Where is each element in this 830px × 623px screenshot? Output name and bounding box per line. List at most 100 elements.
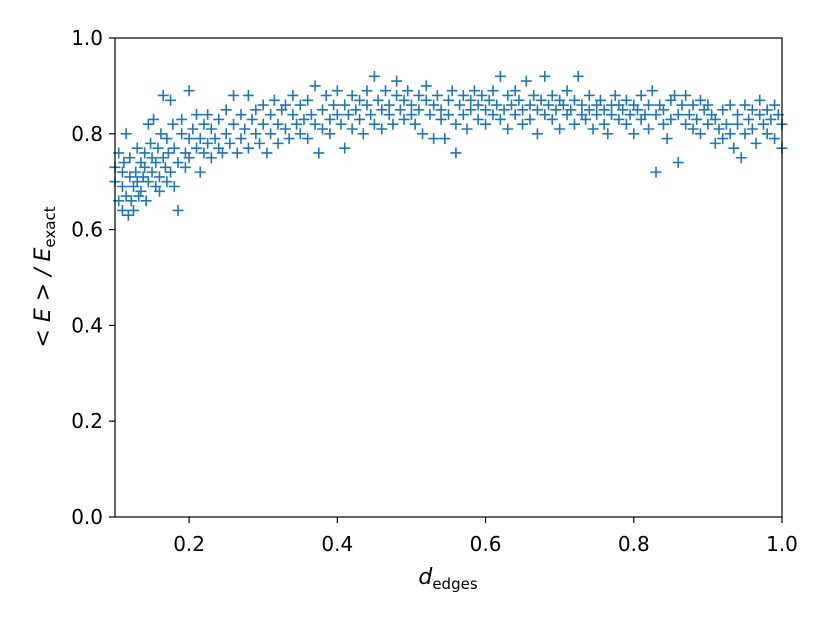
data-point [717,133,729,145]
data-point [131,142,143,154]
data-point [135,185,147,197]
data-point [298,113,310,125]
data-point [324,113,336,125]
data-point [598,118,610,130]
data-point [302,94,314,106]
data-points [109,70,788,221]
data-point [754,94,766,106]
data-point [498,104,510,116]
data-point [769,99,781,111]
data-point [145,137,157,149]
data-point [191,109,203,121]
data-point [354,113,366,125]
data-point [125,195,137,207]
data-point [435,113,447,125]
data-point [250,104,262,116]
data-point [272,137,284,149]
data-point [491,99,503,111]
data-point [116,166,128,178]
data-point [198,147,210,159]
data-point [683,109,695,121]
data-point [502,123,514,135]
data-point [561,85,573,97]
data-point [613,113,625,125]
data-point [757,118,769,130]
data-point [694,94,706,106]
data-point [657,104,669,116]
data-point [387,118,399,130]
data-point [205,123,217,135]
data-point [150,157,162,169]
data-point [724,128,736,140]
data-point [606,109,618,121]
data-point [450,147,462,159]
data-point [691,113,703,125]
data-point [443,94,454,106]
data-point [650,166,662,178]
data-point [328,99,340,111]
data-point [205,152,217,164]
data-point [342,109,354,121]
data-point [122,209,134,221]
data-point [265,128,277,140]
data-point [202,109,214,121]
data-point [732,109,744,121]
data-point [228,118,240,130]
data-point [609,89,621,101]
data-point [346,89,358,101]
data-point [176,113,188,125]
data-point [130,166,142,178]
y-tick-label: 0.8 [71,122,103,146]
data-point [665,113,677,125]
data-point [242,89,254,101]
data-point [557,99,569,111]
data-point [583,89,595,101]
y-tick-label: 1.0 [71,26,103,50]
x-tick-label: 0.6 [470,532,502,556]
data-point [709,113,721,125]
data-point [161,176,173,188]
data-point [487,109,499,121]
data-point [732,118,744,130]
data-point [165,94,177,106]
data-point [750,137,762,149]
plot-frame [114,37,783,518]
data-point [176,128,188,140]
data-point [257,99,269,111]
data-point [472,99,484,111]
data-point [133,190,145,202]
data-point [483,94,495,106]
data-point [361,99,373,111]
data-point [543,99,555,111]
data-point [580,113,592,125]
data-point [131,176,143,188]
x-axis-title-sub: edges [432,575,478,593]
data-point [213,113,225,125]
data-point [428,99,440,111]
data-point [331,85,343,97]
data-point [194,166,206,178]
data-point [139,161,151,173]
data-point [254,137,266,149]
data-point [720,118,732,130]
data-point [235,133,247,145]
data-point [631,104,643,116]
data-point [672,109,684,121]
data-point [335,118,347,130]
data-point [494,70,506,82]
data-point [167,118,179,130]
data-point [153,171,165,183]
data-point [331,109,343,121]
data-point [435,104,447,116]
data-point [391,75,403,87]
data-point [446,85,458,97]
data-point [413,89,425,101]
data-point [376,123,388,135]
data-point [283,133,295,145]
data-point [383,109,395,121]
data-point [709,137,721,149]
data-point [305,109,317,121]
data-point [687,99,699,111]
data-point [346,123,358,135]
data-point [339,142,351,154]
